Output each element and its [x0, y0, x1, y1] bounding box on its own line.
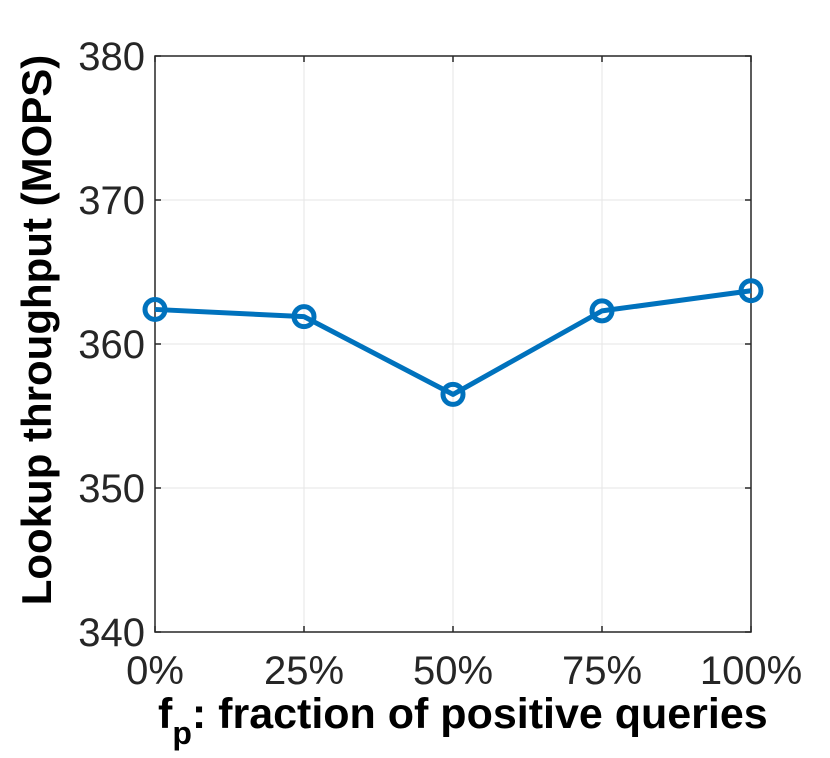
x-axis-label: fp: fraction of positive queries — [158, 690, 768, 751]
x-tick-label: 100% — [700, 649, 802, 693]
y-tick-label: 350 — [78, 467, 145, 511]
y-tick-label: 370 — [78, 179, 145, 223]
data-point — [440, 381, 466, 407]
data-point — [142, 296, 168, 322]
series-line — [154, 288, 752, 397]
data-point — [738, 278, 764, 304]
x-tick-label: 25% — [264, 649, 344, 693]
x-axis-label-subscript: p — [172, 715, 192, 751]
x-axis-label-base: f — [158, 690, 173, 738]
y-tick-label: 360 — [78, 323, 145, 367]
x-tick-label: 0% — [126, 649, 184, 693]
grid — [154, 55, 752, 633]
y-tick-label: 340 — [78, 611, 145, 655]
y-tick-label: 380 — [78, 35, 145, 79]
data-point — [291, 304, 317, 330]
data-point — [589, 298, 615, 324]
y-axis-label: Lookup throughput (MOPS) — [13, 55, 60, 606]
x-tick-label: 50% — [413, 649, 493, 693]
x-axis-label-text: : fraction of positive queries — [192, 690, 768, 738]
x-tick-label: 75% — [562, 649, 642, 693]
